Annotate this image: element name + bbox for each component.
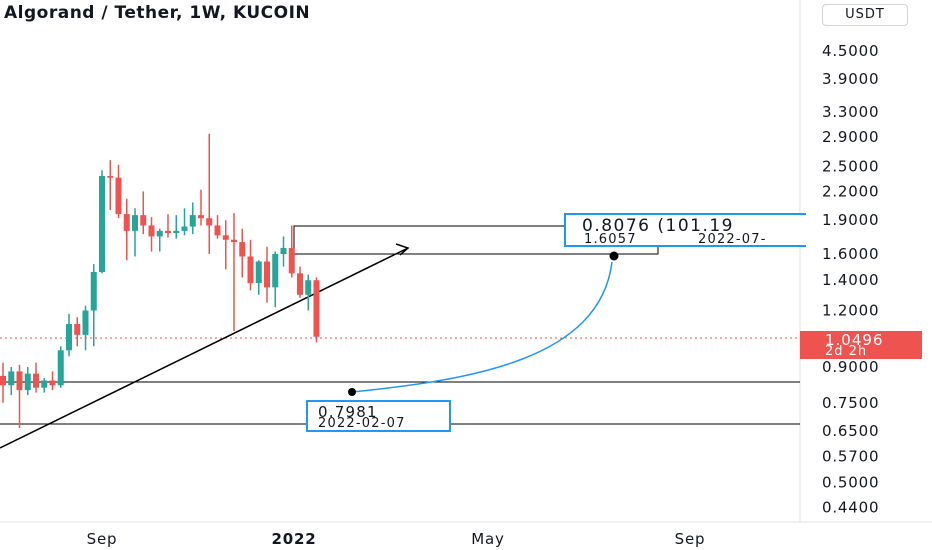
target-change-text: 0.8076 (101.19 — [582, 216, 735, 236]
price-tick-label: 0.7500 — [822, 394, 879, 412]
time-tick-label: Sep — [675, 530, 706, 548]
candle-body-up[interactable] — [305, 280, 312, 295]
price-tick-label: 1.4000 — [822, 271, 879, 289]
price-tick-label: 0.6500 — [822, 422, 879, 440]
candle-body-up[interactable] — [280, 247, 287, 254]
time-tick-label: 2022 — [272, 530, 317, 548]
trendline[interactable] — [0, 247, 409, 449]
candle-body-down[interactable] — [231, 239, 237, 243]
time-tick-label: Sep — [87, 530, 118, 548]
candle-body-up[interactable] — [255, 261, 262, 284]
candle-body-up[interactable] — [272, 254, 279, 288]
candle-body-up[interactable] — [41, 380, 48, 388]
origin-price-text: 0.7981 — [318, 403, 378, 421]
origin-date-text: 2022-02-07 — [318, 416, 406, 431]
candle-body-down[interactable] — [288, 247, 295, 274]
candle-body-up[interactable] — [156, 230, 163, 237]
candle-body-down[interactable] — [16, 371, 23, 391]
candle-body-down[interactable] — [74, 324, 81, 335]
candle-body-down[interactable] — [0, 375, 6, 386]
candle-body-up[interactable] — [90, 271, 97, 311]
target-price-text: 1.6057 — [584, 232, 637, 247]
candle-body-up[interactable] — [189, 215, 196, 227]
price-axis[interactable]: 4.5000 3.9000 3.3000 2.9000 2.5000 2.2000 1.90… — [822, 42, 879, 517]
price-tick-label: 4.5000 — [822, 42, 879, 60]
candle-body-up[interactable] — [57, 350, 64, 386]
time-tick-label: May — [471, 530, 504, 548]
candle-body-down[interactable] — [247, 256, 254, 284]
price-tick-label: 2.5000 — [822, 157, 879, 175]
candle-body-down[interactable] — [214, 225, 221, 236]
candle-body-up[interactable] — [173, 230, 180, 234]
chart-title: Algorand / Tether, 1W, KUCOIN — [4, 3, 311, 23]
candle-body-down[interactable] — [297, 273, 303, 295]
price-tick-label: 3.3000 — [822, 103, 879, 121]
candle-body-down[interactable] — [222, 235, 229, 240]
candle-body-down[interactable] — [123, 214, 130, 231]
current-price-value: 1.0496 — [825, 331, 884, 349]
currency-button[interactable]: USDT — [822, 4, 908, 26]
target-point[interactable] — [609, 251, 619, 261]
current-price-tag: 1.0496 2d 2h — [800, 331, 922, 359]
candle-body-down[interactable] — [313, 280, 320, 337]
candle-body-down[interactable] — [107, 176, 114, 178]
price-tick-label: 0.5700 — [822, 448, 879, 466]
candle-body-down[interactable] — [165, 230, 171, 234]
price-tick-label: 0.9000 — [822, 358, 879, 376]
candle-body-down[interactable] — [140, 215, 147, 226]
price-tick-label: 2.2000 — [822, 182, 879, 200]
price-tick-label: 1.2000 — [822, 302, 879, 320]
candle-body-down[interactable] — [264, 261, 270, 288]
candle-body-down[interactable] — [49, 380, 56, 386]
candle-body-down[interactable] — [33, 373, 39, 388]
time-axis[interactable]: Sep 2022 May Sep — [87, 530, 706, 548]
origin-point[interactable] — [348, 388, 356, 396]
candle-body-down[interactable] — [148, 225, 155, 237]
target-date-text: 2022-07- — [698, 232, 767, 247]
candles-group — [0, 133, 320, 428]
candle-body-up[interactable] — [66, 324, 72, 351]
trendline-arrowhead — [395, 243, 410, 256]
candle-body-up[interactable] — [132, 215, 138, 231]
candle-body-down[interactable] — [115, 177, 122, 215]
price-tick-label: 1.9000 — [822, 211, 879, 229]
candle-body-down[interactable] — [198, 215, 204, 219]
candle-body-down[interactable] — [239, 242, 246, 257]
price-tick-label: 0.4400 — [822, 499, 879, 517]
origin-annotation-label[interactable]: 0.7981 2022-02-07 — [306, 400, 451, 432]
candle-body-up[interactable] — [82, 310, 89, 335]
price-tick-label: 0.5000 — [822, 473, 879, 491]
candle-body-up[interactable] — [99, 176, 105, 272]
bar-countdown: 2d 2h — [825, 344, 868, 359]
candle-body-up[interactable] — [24, 373, 31, 391]
target-annotation-label[interactable]: 0.8076 (101.19 1.6057 2022-07- — [564, 213, 806, 247]
candle-body-up[interactable] — [181, 226, 188, 231]
candle-body-up[interactable] — [8, 371, 15, 386]
price-tick-label: 3.9000 — [822, 70, 879, 88]
candle-body-down[interactable] — [206, 218, 213, 226]
projection-curve[interactable] — [351, 261, 613, 393]
price-tick-label: 2.9000 — [822, 128, 879, 146]
price-tick-label: 1.6000 — [822, 245, 879, 263]
